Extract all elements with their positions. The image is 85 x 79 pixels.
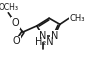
- Text: H₂N: H₂N: [35, 37, 54, 47]
- Text: N: N: [39, 31, 47, 41]
- Text: CH₃: CH₃: [70, 14, 85, 23]
- Text: OCH₃: OCH₃: [0, 3, 18, 12]
- Text: O: O: [13, 36, 21, 46]
- Text: N: N: [51, 31, 58, 41]
- Text: O: O: [11, 18, 19, 28]
